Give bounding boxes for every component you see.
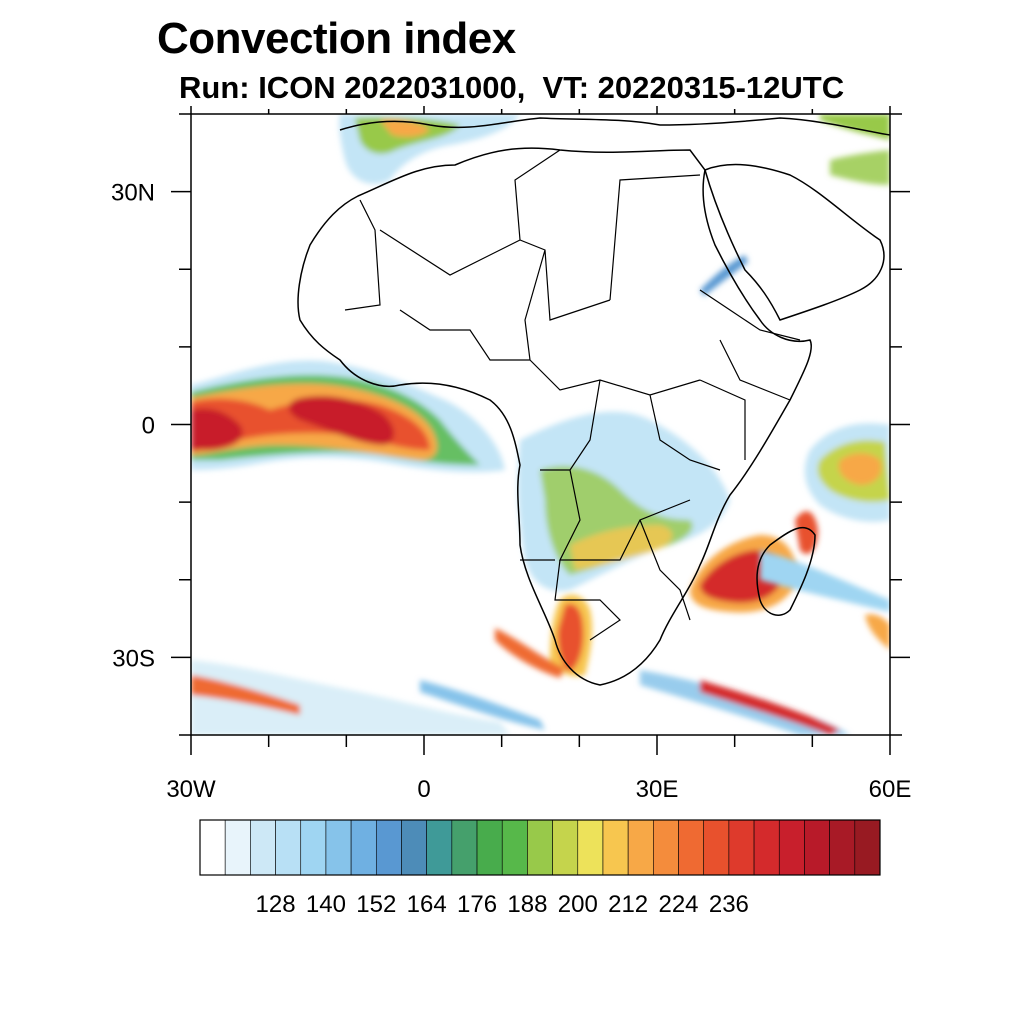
colorbar-label: 236	[709, 891, 749, 918]
colorbar-bin	[854, 819, 881, 876]
colorbar-label: 212	[608, 891, 648, 918]
colorbar-bin	[451, 819, 478, 876]
map-subtitle: Run: ICON 2022031000, VT: 20220315-12UTC	[179, 70, 845, 105]
colorbar-bin	[501, 819, 528, 876]
colorbar-bin	[250, 819, 276, 876]
coastlines-and-borders	[297, 117, 891, 686]
colorbar-label: 128	[256, 891, 296, 918]
colorbar-label: 188	[507, 891, 547, 918]
lon-tick-label: 30E	[636, 776, 679, 803]
colorbar-bin	[678, 819, 705, 876]
convection-field	[191, 114, 890, 735]
colorbar-bin	[300, 819, 327, 876]
colorbar-bin	[804, 819, 830, 876]
colorbar-bin	[653, 819, 679, 876]
madagascar-coastline	[756, 526, 816, 616]
colorbar-frame	[199, 819, 881, 876]
convection-central-africa	[517, 411, 730, 591]
colorbar-bin	[350, 819, 377, 876]
lat-tick-label: 30N	[111, 180, 155, 207]
colorbar-bin	[552, 819, 579, 876]
arabian-peninsula-coastline	[704, 163, 885, 321]
colorbar-bin	[375, 819, 402, 876]
lat-tick-label: 30S	[112, 645, 155, 672]
colorbar-bin	[577, 819, 604, 876]
africa-coastline	[297, 147, 812, 686]
lon-tick-label: 60E	[869, 776, 912, 803]
colorbar-bin	[829, 819, 856, 876]
colorbar-bin	[275, 819, 302, 876]
convection-south-africa	[495, 594, 593, 678]
country-borders	[344, 149, 721, 641]
horn-of-africa-borders	[699, 289, 801, 460]
axis-ticks	[171, 106, 910, 755]
colorbar	[199, 819, 881, 876]
colorbar-bin	[401, 819, 427, 876]
colorbar-bin	[224, 819, 251, 876]
lon-tick-label: 30W	[166, 776, 216, 803]
colorbar-bin	[476, 819, 503, 876]
axis-labels: 30W 0 30E 60E 30N 0 30S	[111, 180, 911, 803]
colorbar-labels: 128 140 152 164 176 188 200 212 224 236	[256, 891, 749, 918]
colorbar-bin	[602, 819, 629, 876]
convection-mediterranean	[339, 114, 890, 296]
map-title: Convection index	[157, 14, 516, 63]
lon-tick-label: 0	[417, 776, 430, 803]
colorbar-bin	[627, 819, 654, 876]
europe-coastline	[339, 117, 891, 136]
colorbar-label: 224	[658, 891, 698, 918]
colorbar-bin	[199, 819, 226, 876]
colorbar-bin	[778, 819, 805, 876]
colorbar-bin	[703, 819, 730, 876]
colorbar-bin	[426, 819, 453, 876]
convection-southern-bands	[191, 660, 850, 735]
colorbar-label: 200	[558, 891, 598, 918]
colorbar-label: 152	[356, 891, 396, 918]
lat-tick-label: 0	[142, 413, 155, 440]
colorbar-label: 140	[306, 891, 346, 918]
convection-band-equatorial-atlantic	[191, 360, 505, 473]
convection-indian-ocean	[760, 423, 890, 650]
colorbar-bin	[325, 819, 352, 876]
colorbar-label: 164	[407, 891, 447, 918]
colorbar-bin	[753, 819, 780, 876]
colorbar-bin	[527, 819, 553, 876]
colorbar-label: 176	[457, 891, 497, 918]
colorbar-bin	[728, 819, 755, 876]
